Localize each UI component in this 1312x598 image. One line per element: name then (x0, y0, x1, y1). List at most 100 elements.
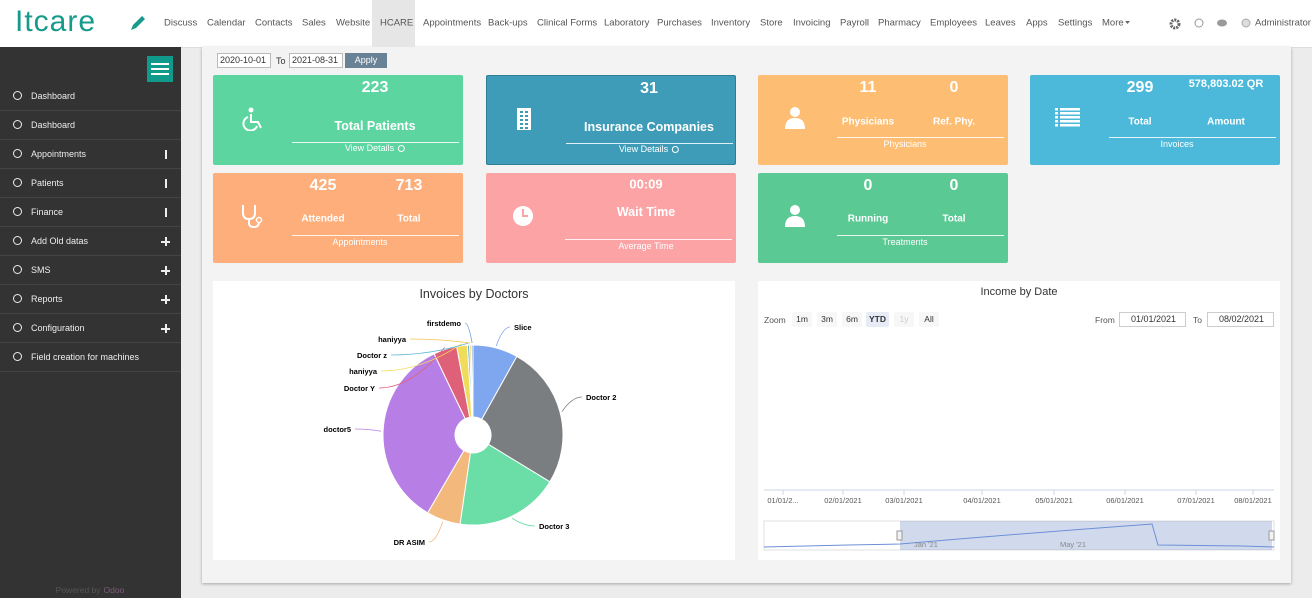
menu-item[interactable]: Pharmacy (878, 17, 921, 29)
card-label: Total (397, 213, 421, 225)
zoom-button-label[interactable]: 3m (821, 314, 833, 324)
apply-button[interactable]: Apply (345, 53, 387, 68)
menu-item[interactable]: Laboratory (604, 17, 650, 29)
menu-item[interactable]: Calendar (207, 17, 246, 29)
card-label: Total Patients (334, 119, 416, 133)
menu-item[interactable]: HCARE (380, 17, 414, 29)
zoom-button[interactable]: YTD (866, 312, 889, 327)
menu-item[interactable]: Settings (1058, 17, 1093, 29)
menu-item[interactable]: Contacts (255, 17, 293, 29)
sidebar-bullet (13, 91, 22, 100)
icon-part (785, 118, 805, 129)
zoom-button[interactable]: 3m (817, 312, 837, 327)
sidebar-item[interactable]: Dashboard (31, 120, 76, 130)
stat-card[interactable]: 425 Attended 713 Total Appointments (213, 173, 463, 263)
menu-item[interactable]: Discuss (164, 17, 198, 29)
leader-line (495, 326, 511, 347)
user-name[interactable]: Administrator (1255, 17, 1311, 29)
range-to[interactable]: 08/02/2021 (1207, 312, 1274, 327)
icon-part (255, 216, 263, 224)
zoom-button-label[interactable]: All (924, 314, 934, 324)
logo: Itcare (15, 5, 97, 38)
card-footer-text[interactable]: View Details (344, 143, 395, 153)
stat-card[interactable]: 223 Total Patients View Details (213, 75, 463, 165)
leader-line (511, 517, 536, 527)
menu-item[interactable]: Sales (302, 17, 326, 29)
zoom-button-label[interactable]: 1m (796, 314, 808, 324)
date-to[interactable]: 2021-08-31 (289, 53, 343, 68)
x-tick-label: 02/01/2021 (824, 496, 862, 505)
icon-part (242, 114, 262, 131)
zoom-button-label[interactable]: 6m (846, 314, 858, 324)
card-label: Ref. Phy. (932, 116, 976, 128)
icon-part (520, 127, 523, 129)
sidebar-divider (0, 139, 181, 140)
zoom-button-label[interactable]: YTD (869, 314, 886, 324)
stat-card[interactable]: 31 Insurance Companies View Details (486, 75, 736, 165)
sidebar-item[interactable]: Configuration (31, 323, 85, 333)
stat-card[interactable]: 00:09 Wait Time Average Time (486, 173, 736, 263)
icon-part (522, 209, 528, 217)
sidebar-item[interactable]: Finance (31, 207, 64, 217)
menu-item[interactable]: More (1102, 17, 1124, 29)
menu-item[interactable]: Clinical Forms (537, 17, 598, 29)
menu-item[interactable]: Website (336, 17, 371, 29)
icon-part (520, 123, 523, 125)
zoom-button[interactable]: 6m (842, 312, 862, 327)
navigator-label: Jan '21 (914, 540, 938, 549)
slice-label: Doctor Y (344, 384, 375, 393)
icon-part (790, 107, 800, 117)
icon-part (525, 123, 528, 125)
powered-by: Powered by (55, 585, 101, 595)
icon-part (1055, 124, 1058, 127)
card-icon (1055, 108, 1080, 127)
stat-card[interactable]: 11 Physicians 0 Ref. Phy. Physicians (758, 75, 1008, 165)
icon-part (248, 107, 254, 113)
leader-line (409, 338, 471, 344)
menu-item[interactable]: Purchases (657, 17, 702, 29)
menu-item[interactable]: Apps (1026, 17, 1048, 29)
sidebar-item[interactable]: Patients (31, 178, 64, 188)
pie-chart: Slice Doctor 2 Doctor 3 DR ASIM doctor5 Docto… (323, 319, 616, 547)
menu-item[interactable]: Back-ups (488, 17, 528, 29)
sidebar-item[interactable]: Field creation for machines (31, 352, 140, 362)
card-icon (513, 206, 533, 226)
clock-icon (1194, 18, 1204, 28)
chart-panel (758, 281, 1280, 560)
menu-toggle[interactable] (147, 56, 173, 82)
zoom-button[interactable]: 1m (792, 312, 812, 327)
sidebar-bullet (13, 352, 22, 361)
menu-item[interactable]: Appointments (423, 17, 482, 29)
menu-item[interactable]: Employees (930, 17, 977, 29)
caret (1125, 21, 1130, 24)
card-value: 223 (361, 79, 389, 96)
plus-v (165, 266, 167, 275)
card-value: 578,803.02 QR (1188, 78, 1264, 90)
menu-item[interactable]: Leaves (985, 17, 1016, 29)
menu-item[interactable]: Payroll (840, 17, 870, 29)
sidebar (0, 47, 181, 598)
range-from[interactable]: 01/01/2021 (1119, 312, 1186, 327)
card-footer[interactable]: View Details (344, 143, 406, 153)
stat-card[interactable]: 299 Total 578,803.02 QR Amount Invoices (1030, 75, 1280, 165)
icon-part (525, 111, 528, 113)
menu-item[interactable]: Inventory (711, 17, 751, 29)
card-value: 11 (859, 79, 877, 96)
icon-part (1055, 108, 1058, 111)
gear-icon (1169, 18, 1181, 30)
sidebar-item[interactable]: Add Old datas (31, 236, 89, 246)
menu-item[interactable]: Store (760, 17, 783, 29)
icon-part (1055, 112, 1058, 115)
card-footer[interactable]: View Details (618, 144, 680, 154)
menu-item[interactable]: Invoicing (793, 17, 831, 29)
zoom-button[interactable]: All (919, 312, 939, 327)
card-footer-text[interactable]: View Details (618, 144, 669, 154)
sidebar-item[interactable]: Appointments (31, 149, 87, 159)
date-from[interactable]: 2020-10-01 (217, 53, 271, 68)
sidebar-item[interactable]: Reports (31, 294, 63, 304)
leader-line (428, 521, 444, 543)
card-label: Amount (1207, 116, 1245, 128)
sidebar-item[interactable]: Dashboard (31, 91, 76, 101)
sidebar-item[interactable]: SMS (31, 265, 51, 275)
stat-card[interactable]: 0 Running 0 Total Treatments (758, 173, 1008, 263)
